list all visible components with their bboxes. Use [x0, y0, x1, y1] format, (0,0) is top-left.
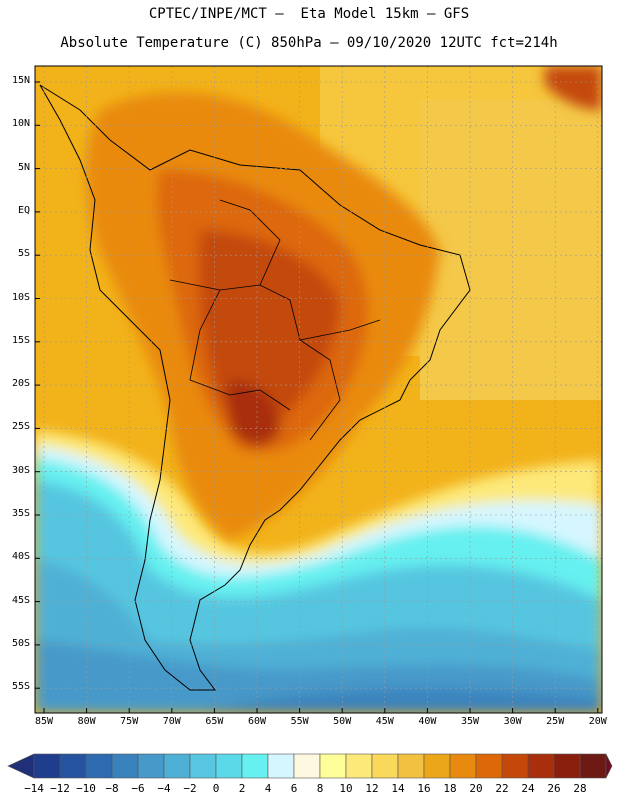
colorbar-swatch [163, 753, 191, 779]
colorbar-swatch [189, 753, 217, 779]
colorbar-label: −12 [50, 782, 70, 795]
lat-label: 35S [11, 508, 30, 519]
colorbar-swatch [215, 753, 243, 779]
colorbar-under-arrow [7, 753, 35, 779]
lat-label: 45S [11, 594, 30, 606]
colorbar-label: −8 [105, 782, 119, 795]
colorbar-swatch [579, 753, 607, 779]
colorbar-label: 26 [547, 782, 561, 795]
lat-label: 10S [11, 291, 30, 303]
lat-label: 30S [11, 464, 30, 476]
lon-label: 75W [120, 716, 139, 727]
lat-label: 5S [17, 248, 30, 260]
colorbar-swatch [423, 753, 451, 779]
chart-title-line-1: CPTEC/INPE/MCT – Eta Model 15km – GFS [148, 6, 470, 22]
lat-label: 15N [11, 75, 30, 86]
colorbar-swatch [33, 753, 61, 779]
lon-label: 85W [34, 716, 54, 727]
lon-label: 80W [77, 716, 96, 727]
colorbar-swatch [345, 753, 373, 779]
colorbar-label: 20 [469, 782, 483, 795]
lon-label: 65W [205, 716, 224, 727]
lon-label: 20W [588, 716, 607, 727]
lat-label: 10N [11, 118, 30, 130]
lon-label: 70W [162, 716, 181, 727]
colorbar-label: −4 [157, 782, 171, 795]
country-borders [169, 199, 381, 441]
colorbar-label: 22 [495, 782, 509, 795]
lat-label: 50S [11, 637, 30, 649]
map-frame [34, 65, 603, 714]
colorbar-label: 14 [391, 782, 405, 795]
colorbar-swatch [475, 753, 503, 779]
lon-label: 55W [290, 716, 309, 727]
colorbar-label: 28 [573, 782, 587, 795]
lon-label: 50W [333, 716, 352, 727]
lat-label: 15S [11, 334, 30, 346]
colorbar-label: 18 [443, 782, 457, 795]
colorbar-label: 10 [339, 782, 353, 795]
temperature-field [35, 66, 602, 713]
lon-label: 30W [503, 716, 522, 727]
lat-label: 40S [11, 551, 30, 563]
lat-label: 5N [17, 161, 30, 173]
colorbar-label: 8 [316, 782, 324, 795]
coastline [39, 84, 471, 691]
lat-label: 25S [11, 421, 30, 433]
colorbar-swatch [137, 753, 165, 779]
colorbar-label: 16 [417, 782, 431, 795]
colorbar-label: 12 [365, 782, 379, 795]
lat-label: 55S [11, 681, 30, 693]
lon-label: 25W [546, 716, 565, 727]
colorbar-swatch [111, 753, 139, 779]
colorbar-swatch [449, 753, 477, 779]
colorbar-label: −6 [131, 782, 145, 795]
colorbar-label: −10 [76, 782, 96, 795]
colorbar-swatch [241, 753, 269, 779]
lat-label: 20S [11, 378, 30, 390]
colorbar-swatch [501, 753, 529, 779]
colorbar-swatch [293, 753, 321, 779]
chart-title-line-2: Absolute Temperature (C) 850hPa – 09/10/… [60, 35, 558, 51]
lon-label: 40W [418, 716, 437, 727]
lon-label: 35W [460, 716, 480, 727]
colorbar-swatch [397, 753, 425, 779]
colorbar-swatch [59, 753, 87, 779]
colorbar-swatch [319, 753, 347, 779]
colorbar-label: 2 [238, 782, 246, 795]
colorbar-swatch [553, 753, 581, 779]
colorbar-swatch [527, 753, 555, 779]
colorbar-label: 0 [212, 782, 220, 795]
lat-label: EQ [17, 204, 30, 216]
colorbar-label: −2 [183, 782, 197, 795]
colorbar-swatch [85, 753, 113, 779]
colorbar [7, 753, 613, 779]
lon-label: 45W [375, 716, 394, 727]
colorbar-swatch [267, 753, 295, 779]
colorbar-label: 4 [264, 782, 272, 795]
colorbar-label: 6 [290, 782, 298, 795]
colorbar-label: −14 [24, 782, 44, 795]
lon-label: 60W [247, 716, 267, 727]
colorbar-label: 24 [521, 782, 535, 795]
colorbar-swatch [371, 753, 399, 779]
colorbar-over-arrow [605, 753, 613, 779]
